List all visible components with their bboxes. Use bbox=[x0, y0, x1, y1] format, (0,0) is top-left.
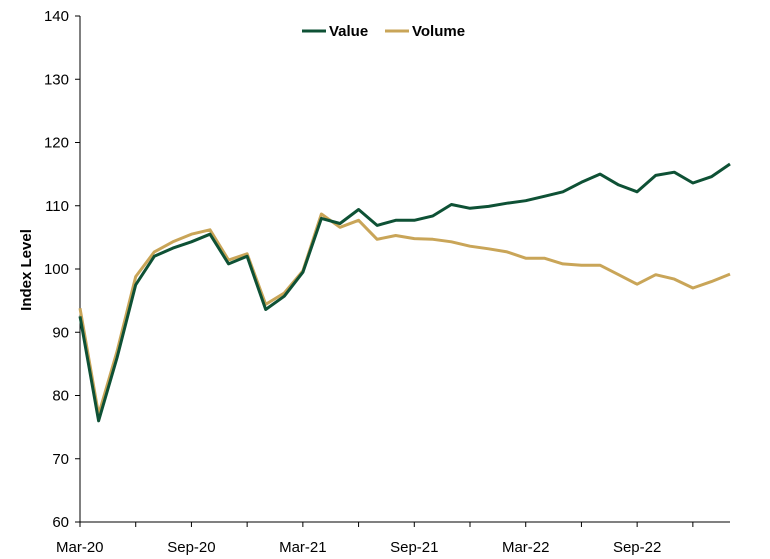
x-tick-label: Mar-20 bbox=[56, 539, 104, 556]
y-tick-label: 110 bbox=[45, 198, 69, 215]
series-line-volume bbox=[78, 212, 731, 416]
x-tick-label: Sep-20 bbox=[167, 539, 215, 556]
legend-label-value: Value bbox=[329, 23, 368, 40]
x-axis-ticks: Mar-20 Sep-20 Mar-21 Sep-21 Mar-22 Sep-22 bbox=[56, 522, 694, 556]
legend-label-volume: Volume bbox=[412, 23, 465, 40]
x-tick-label: Mar-21 bbox=[279, 539, 327, 556]
y-tick-label: 120 bbox=[44, 135, 69, 152]
y-axis-ticks: 60 70 80 90 100 110 120 130 140 bbox=[44, 8, 80, 531]
y-tick-label: 80 bbox=[52, 388, 69, 405]
y-axis-title: Index Level bbox=[18, 229, 35, 311]
y-tick-label: 140 bbox=[44, 8, 69, 25]
y-tick-label: 130 bbox=[44, 71, 69, 88]
x-tick-label: Sep-21 bbox=[390, 539, 438, 556]
x-tick-label: Sep-22 bbox=[613, 539, 661, 556]
x-tick-label: Mar-22 bbox=[502, 539, 550, 556]
y-tick-label: 100 bbox=[44, 261, 69, 278]
series-lines bbox=[78, 162, 731, 423]
y-tick-label: 90 bbox=[52, 324, 69, 341]
y-tick-label: 60 bbox=[52, 514, 69, 531]
y-tick-label: 70 bbox=[52, 451, 69, 468]
series-line-value bbox=[78, 162, 731, 423]
legend: Value Volume bbox=[302, 23, 465, 40]
